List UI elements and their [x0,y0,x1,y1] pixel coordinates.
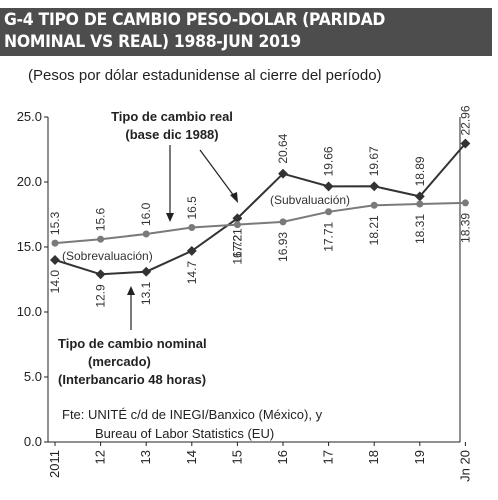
real-data-label: 16.93 [276,232,290,262]
y-tick-label: 20.0 [17,174,42,189]
real-label-arrow [166,145,174,222]
nominal-data-label: 19.66 [322,146,336,176]
nominal-point [460,138,471,149]
nominal-point [95,269,106,280]
x-tick-label: 2011 [47,450,62,478]
x-tick-label: 13 [138,450,153,464]
source-note-line-1: Fte: UNITÉ c/d de INEGI/Banxico (México)… [62,407,323,422]
chart-subtitle: (Pesos por dólar estadunidense al cierre… [28,67,382,84]
source-note-line-2: Bureau of Labor Statistics (EU) [95,426,274,441]
nominal-data-label: 13.1 [139,281,153,305]
real-point [97,235,105,243]
chart-title-line-2: NOMINAL VS REAL) 1988-JUN 2019 [4,32,301,52]
series-lines [54,142,467,276]
axes [44,116,466,446]
annotations: Tipo de cambio real (base dic 1988) Tipo… [58,109,350,441]
y-tick-label: 25.0 [17,109,42,124]
real-point [370,201,378,209]
nominal-point [186,245,197,256]
nominal-series-line [54,142,467,276]
real-point [188,224,196,231]
nominal-point [414,191,425,202]
real-series-line [54,201,466,245]
nominal-point [278,168,288,179]
real-point [279,218,287,226]
real-data-label: 16.72 [230,234,244,264]
chart-title-line-1: G-4 TIPO DE CAMBIO PESO-DOLAR (PARIDAD [4,10,386,30]
real-point [142,230,150,238]
real-to-nominal-arrow [199,149,238,203]
y-tick-label: 15.0 [17,239,42,254]
y-tick-label: 10.0 [17,304,42,319]
title-background [0,8,492,56]
nominal-label-arrow [127,286,135,330]
nominal-series-label-line-2: (mercado) [88,354,151,369]
title-bar: G-4 TIPO DE CAMBIO PESO-DOLAR (PARIDAD N… [0,0,498,58]
real-data-label: 18.39 [458,213,472,243]
nominal-data-label: 20.64 [276,133,290,163]
real-data-label: 17.71 [322,221,336,251]
nominal-series-label-line-3: (Interbancario 48 horas) [58,372,206,387]
x-tick-label: 15 [229,450,244,464]
nominal-data-label: 17.21 [230,228,244,258]
nominal-point [323,181,334,192]
x-tick-label: Jn 20 [457,450,472,482]
real-point [325,208,333,216]
y-tick-label: 5.0 [24,369,42,384]
sobrevaluacion-label: (Sobrevaluación) [62,249,153,263]
real-point [233,221,241,229]
nominal-data-label: 14.0 [48,270,62,294]
x-tick-labels: 2011 12 13 14 15 16 17 18 19 Jn 20 [47,450,472,482]
x-tick-label: 12 [93,450,108,464]
real-data-label: 18.31 [413,214,427,244]
real-data-label: 16.0 [139,202,153,226]
y-tick-label: 0.0 [24,434,42,449]
nominal-point [141,266,152,277]
real-data-label: 18.21 [367,215,381,245]
subvaluacion-label: (Subvaluación) [270,193,350,207]
nominal-data-label: 18.89 [413,156,427,186]
x-tick-label: 17 [321,450,336,464]
real-series-label-line-1: Tipo de cambio real [111,109,233,124]
nominal-data-label: 19.67 [367,146,381,176]
x-tick-label: 18 [366,450,381,464]
nominal-series-label-line-1: Tipo de cambio nominal [58,336,207,351]
real-point [416,200,424,208]
real-data-label: 16.5 [185,196,199,220]
real-data-label: 15.6 [94,208,108,232]
nominal-point [369,181,380,192]
real-point [461,199,469,207]
x-tick-label: 19 [412,450,427,464]
nominal-point [232,213,243,224]
nominal-point [50,255,60,265]
nominal-data-label: 12.9 [94,284,108,308]
real-data-label: 15.3 [48,211,62,235]
x-tick-label: 16 [275,450,290,464]
data-labels: 14.0 12.9 13.1 14.7 17.21 20.64 19.66 19.67 18.8… [48,105,472,307]
real-point [51,239,59,247]
nominal-data-label: 22.96 [458,105,472,135]
nominal-data-label: 14.7 [185,261,199,285]
x-tick-label: 14 [184,450,199,464]
y-tick-labels: 0.0 5.0 10.0 15.0 20.0 25.0 [17,109,42,449]
real-series-label-line-2: (base dic 1988) [125,127,218,142]
